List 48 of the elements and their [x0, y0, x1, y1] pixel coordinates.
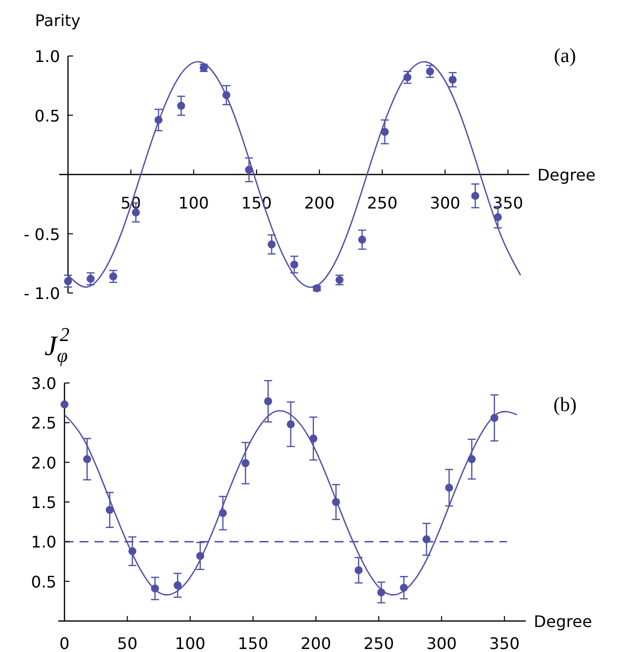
- x-tick-label: 300: [430, 194, 460, 212]
- point: [268, 240, 276, 248]
- point: [86, 274, 95, 283]
- text: (a): [554, 45, 576, 67]
- y-tick-label: 2.0: [31, 453, 56, 472]
- point: [174, 581, 182, 590]
- y-tick-label: 3.0: [31, 374, 56, 393]
- text: (b): [553, 394, 577, 416]
- x-tick-label: 0: [59, 634, 70, 652]
- x-tick-label: 150: [238, 634, 268, 652]
- point: [60, 400, 68, 408]
- y-tick-label: 1.0: [31, 532, 56, 552]
- point: [426, 67, 434, 76]
- x-tick-label: 250: [363, 634, 394, 652]
- point: [290, 260, 298, 269]
- y-tick-label: - 0.5: [24, 224, 60, 244]
- x-tick-label: 200: [300, 634, 332, 652]
- point: [109, 272, 118, 280]
- point: [106, 506, 114, 514]
- x-tick-label: 350: [492, 194, 524, 212]
- x-tick-label: 350: [489, 634, 520, 652]
- x-axis-title: Degree: [534, 612, 592, 631]
- y-tick-label: 0.5: [34, 106, 60, 126]
- x-tick-label: 100: [174, 634, 206, 652]
- y-axis-title: Parity: [35, 11, 80, 30]
- point: [471, 192, 480, 200]
- x-tick-label: 250: [366, 194, 398, 212]
- point: [422, 535, 430, 544]
- y-tick-label: 1.0: [34, 47, 60, 66]
- x-tick-label: 50: [117, 634, 138, 652]
- x-tick-label: 300: [426, 634, 457, 652]
- x-tick-label: 200: [304, 194, 335, 212]
- point: [358, 236, 366, 244]
- point: [242, 459, 250, 468]
- y-tick-label: 2.5: [31, 414, 56, 433]
- x-tick-label: 100: [178, 194, 209, 212]
- point: [445, 484, 454, 492]
- point: [264, 397, 272, 406]
- point: [286, 420, 295, 428]
- point: [448, 76, 457, 84]
- point: [494, 213, 502, 222]
- point: [83, 455, 92, 464]
- point: [177, 102, 186, 110]
- point: [354, 566, 363, 574]
- y-tick-label: 0.5: [31, 572, 56, 592]
- y-tick-label: 1.5: [31, 493, 56, 512]
- x-axis-title: Degree: [537, 166, 596, 184]
- y-tick-label: - 1.0: [24, 284, 60, 303]
